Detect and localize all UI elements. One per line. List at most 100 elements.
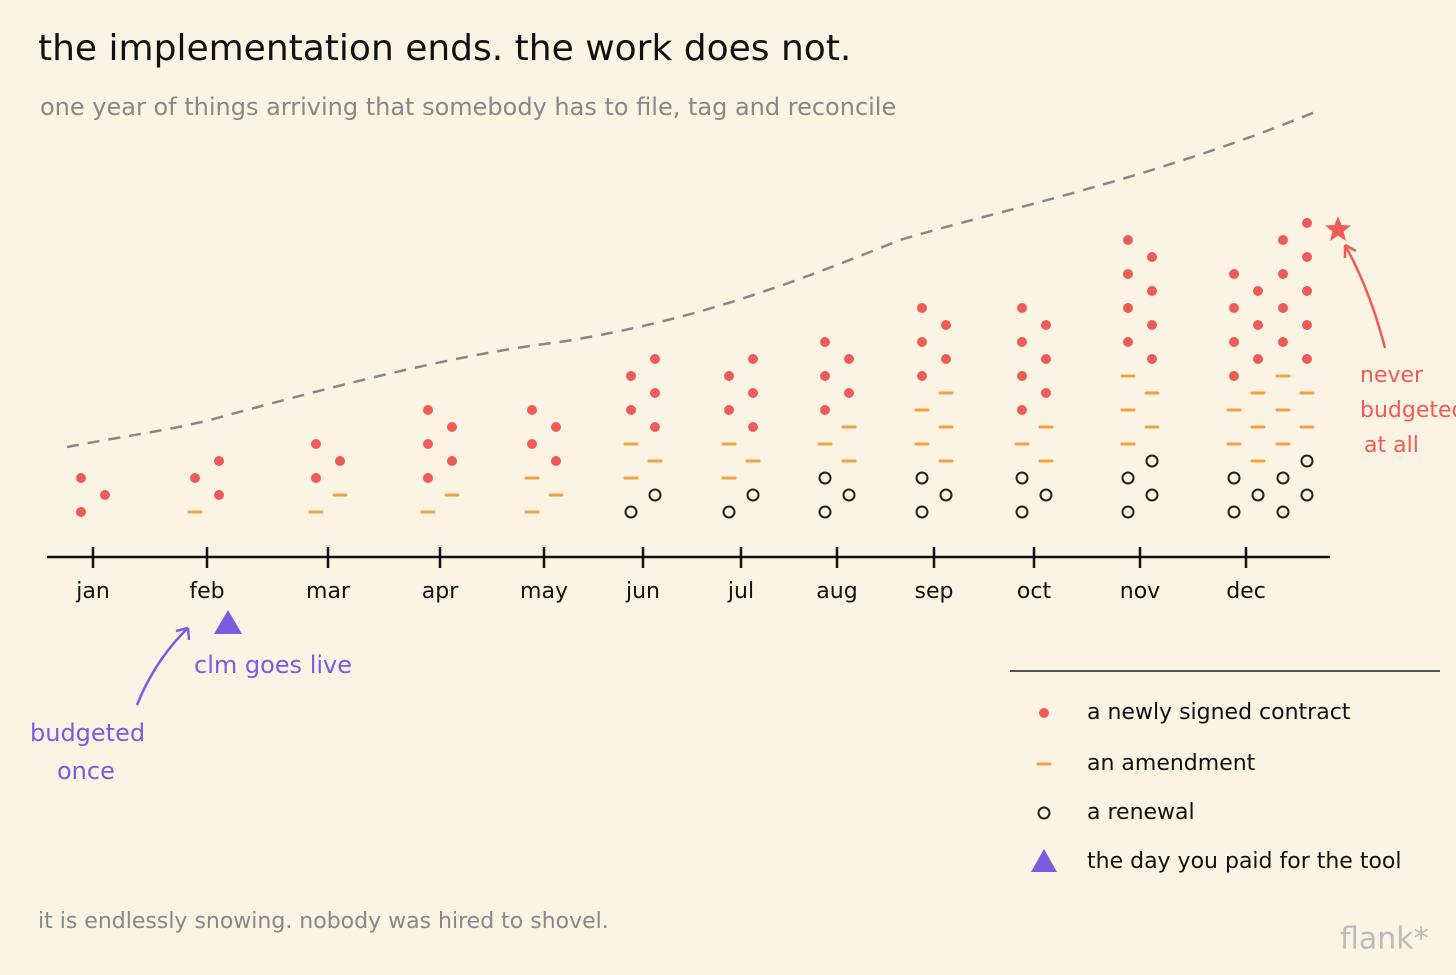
contract-dot: [917, 337, 927, 347]
contract-dot: [1253, 320, 1263, 330]
contract-dot: [820, 371, 830, 381]
contract-dot: [1278, 269, 1288, 279]
contract-dot: [844, 354, 854, 364]
dot-group: [818, 471, 856, 519]
renewal-ring: [1121, 505, 1135, 519]
contract-dot: [748, 354, 758, 364]
contract-dot: [311, 439, 321, 449]
renewal-ring: [1145, 488, 1159, 502]
contract-dot: [1229, 371, 1239, 381]
renewal-ring: [1276, 505, 1290, 519]
contract-dot: [335, 456, 345, 466]
x-tick-label: apr: [422, 579, 459, 604]
renewal-ring: [722, 505, 736, 519]
contract-dot: [941, 320, 951, 330]
contract-dot: [1278, 303, 1288, 313]
contract-dot: [1302, 218, 1312, 228]
contract-dot: [190, 473, 200, 483]
dot-group: [722, 488, 760, 519]
contract-dot: [214, 490, 224, 500]
footer: it is endlessly snowing. nobody was hire…: [38, 909, 609, 934]
dot-group: [817, 425, 857, 463]
contract-dot: [1039, 708, 1049, 718]
contract-dot: [1147, 354, 1157, 364]
contract-dot: [820, 337, 830, 347]
contract-dot: [650, 354, 660, 364]
renewal-ring: [746, 488, 760, 502]
dot-group: [1015, 471, 1053, 519]
x-tick-label: may: [520, 579, 568, 604]
renewal-ring: [648, 488, 662, 502]
chart-subtitle: one year of things arriving that somebod…: [40, 93, 896, 121]
dot-group: [190, 456, 224, 500]
dot-group: [626, 354, 660, 432]
contract-dot: [1229, 337, 1239, 347]
contract-dot: [1017, 303, 1027, 313]
renewal-ring: [818, 471, 832, 485]
event-marker: [214, 610, 242, 634]
contract-dot: [724, 371, 734, 381]
dot-group: [1123, 235, 1157, 364]
renewal-ring: [1300, 454, 1314, 468]
annotation: at all: [1364, 433, 1419, 458]
x-tick-label: sep: [915, 579, 954, 604]
contract-dot: [1253, 286, 1263, 296]
x-tick-label: nov: [1120, 579, 1160, 604]
renewal-ring: [1227, 471, 1241, 485]
dot-group: [1014, 425, 1054, 463]
dot-group: [308, 493, 348, 514]
x-tick-label: aug: [816, 579, 857, 604]
contract-dot: [650, 422, 660, 432]
dot-group: [527, 405, 561, 466]
arrow: [1343, 243, 1387, 349]
dot-group: [915, 471, 953, 519]
renewal-ring: [915, 505, 929, 519]
contract-dot: [626, 405, 636, 415]
dot-group: [524, 476, 564, 514]
contract-dot: [1123, 235, 1133, 245]
renewal-ring: [842, 488, 856, 502]
contract-dot: [724, 405, 734, 415]
x-tick-label: feb: [189, 579, 224, 604]
dot-group: [76, 473, 110, 517]
renewal-ring: [1276, 471, 1290, 485]
contract-dot: [748, 422, 758, 432]
dot-group: [1120, 374, 1160, 446]
contract-dot: [1278, 337, 1288, 347]
x-tick-label: jun: [625, 579, 660, 604]
contract-dot: [423, 405, 433, 415]
contract-dot: [1302, 286, 1312, 296]
contract-dot: [917, 371, 927, 381]
contract-dot: [447, 422, 457, 432]
contract-dot: [76, 507, 86, 517]
dot-group: [1276, 454, 1314, 519]
dot-group: [624, 488, 662, 519]
legend-label: a renewal: [1087, 800, 1195, 825]
contract-dot: [1278, 235, 1288, 245]
contract-dot: [1017, 405, 1027, 415]
contract-dot: [1041, 320, 1051, 330]
dot-group: [724, 354, 758, 432]
contract-dot: [1229, 269, 1239, 279]
contract-dot: [1147, 286, 1157, 296]
contract-dot: [1123, 337, 1133, 347]
renewal-ring: [915, 471, 929, 485]
dot-group: [917, 303, 951, 381]
annotation: once: [57, 757, 115, 785]
dot-group: [1278, 218, 1312, 364]
renewal-ring: [624, 505, 638, 519]
dot-group: [1275, 374, 1315, 446]
annotation: budgeted: [1360, 398, 1456, 423]
contract-dot: [626, 371, 636, 381]
annotation: clm goes live: [194, 651, 352, 679]
contract-dot: [1147, 320, 1157, 330]
renewal-ring: [818, 505, 832, 519]
renewal-ring: [1015, 471, 1029, 485]
legend-label: an amendment: [1087, 751, 1256, 776]
dot-group: [420, 493, 460, 514]
contract-dot: [423, 473, 433, 483]
contract-dot: [551, 456, 561, 466]
x-tick-label: dec: [1226, 579, 1266, 604]
dot-group: [820, 337, 854, 415]
